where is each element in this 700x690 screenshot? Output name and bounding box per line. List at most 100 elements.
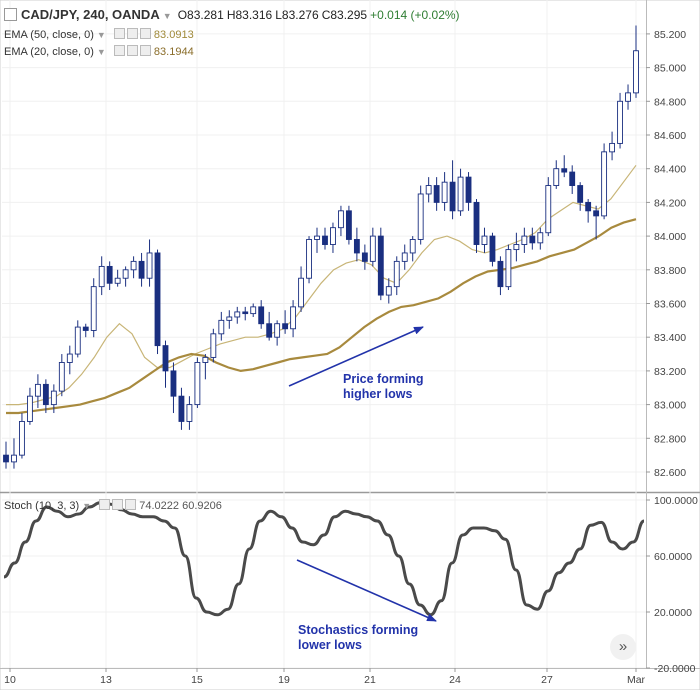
settings-icon[interactable]: [126, 45, 138, 56]
chevron-down-icon[interactable]: ▼: [162, 11, 172, 21]
candle-up: [609, 142, 615, 153]
candle-down: [322, 235, 328, 245]
ema-lines: [6, 164, 637, 415]
candle-down: [473, 201, 480, 245]
candle-up: [27, 395, 33, 422]
eye-icon[interactable]: [113, 28, 125, 39]
candle-up: [393, 260, 400, 288]
eye-icon[interactable]: [99, 499, 111, 510]
candle-up: [553, 168, 560, 186]
candle-up: [226, 316, 233, 321]
chevron-down-icon[interactable]: ▼: [82, 501, 92, 511]
price-annotation-line2: higher lows: [343, 387, 413, 401]
price-tick-label: 83.200: [654, 366, 686, 378]
symbol-label[interactable]: CAD/JPY, 240, OANDA: [21, 7, 160, 22]
close-icon[interactable]: [139, 45, 151, 56]
candle-up: [66, 353, 73, 363]
close-icon[interactable]: [139, 28, 151, 39]
price-tick-label: 82.800: [654, 433, 686, 445]
candle-up: [409, 239, 416, 254]
candle-up: [521, 235, 528, 245]
ema50-value: 83.0913: [153, 29, 194, 41]
candle-down: [266, 323, 273, 338]
price-tick-label: 85.000: [654, 63, 686, 75]
candle-up: [290, 306, 297, 330]
candle-up: [385, 286, 392, 296]
candle-down: [154, 252, 161, 347]
candle-up: [545, 185, 552, 234]
candle-down: [377, 235, 384, 296]
price-tick-label: 85.200: [654, 29, 686, 41]
stochastic-pane: [3, 501, 645, 617]
candle-down: [345, 210, 352, 240]
candle-down: [282, 323, 289, 330]
ema50-label[interactable]: EMA (50, close, 0): [4, 29, 94, 41]
candle-down: [433, 185, 440, 203]
price-annotation: Price forming higher lows: [343, 372, 424, 402]
settings-icon[interactable]: [126, 28, 138, 39]
candle-down: [465, 176, 472, 203]
candle-up: [457, 176, 464, 212]
stoch-annotation: Stochastics forming lower lows: [298, 623, 418, 653]
ohlc-close: C83.295: [321, 8, 368, 22]
settings-icon[interactable]: [112, 499, 124, 510]
candle-up: [122, 269, 129, 279]
price-tick-label: 84.200: [654, 197, 686, 209]
ohlc-change: +0.014 (+0.02%): [370, 8, 460, 22]
candle-up: [210, 333, 217, 358]
time-tick-label: 10: [4, 674, 16, 686]
price-tick-label: 83.800: [654, 265, 686, 277]
candle-up: [401, 252, 408, 262]
candle-up: [330, 227, 336, 245]
eye-icon[interactable]: [113, 45, 125, 56]
time-tick-label: 24: [449, 674, 461, 686]
chevron-down-icon[interactable]: ▼: [96, 47, 106, 57]
candle-up: [298, 277, 304, 308]
candle-up: [274, 323, 281, 338]
candle-up: [505, 249, 512, 288]
ema20-label[interactable]: EMA (20, close, 0): [4, 46, 94, 58]
price-annotation-line1: Price forming: [343, 372, 424, 386]
close-icon[interactable]: [125, 499, 137, 510]
candle-down: [138, 260, 145, 279]
price-tick-label: 84.000: [654, 231, 686, 243]
stoch-label[interactable]: Stoch (10, 3, 3): [4, 500, 80, 512]
candle-up: [98, 265, 105, 288]
candle-down: [449, 181, 456, 212]
ohlc-high: H83.316: [226, 8, 273, 22]
lower-lows-arrow: [296, 559, 437, 622]
ema20-legend: EMA (20, close, 0) ▼ 83.1944: [4, 45, 194, 58]
ema50-legend: EMA (50, close, 0) ▼ 83.0913: [4, 28, 194, 41]
candle-down: [497, 260, 504, 288]
candle-up: [58, 362, 65, 392]
symbol-legend: CAD/JPY, 240, OANDA ▼ O83.281 H83.316 L83…: [4, 7, 460, 22]
candle-down: [585, 201, 592, 212]
ema20-value: 83.1944: [153, 46, 194, 58]
time-tick-label: 27: [541, 674, 553, 686]
candle-down: [529, 235, 536, 244]
candle-down: [170, 370, 177, 397]
stoch-annotation-line1: Stochastics forming: [298, 623, 419, 637]
price-tick-label: 82.600: [654, 467, 686, 479]
candle-up: [417, 193, 424, 240]
candles[interactable]: [3, 25, 639, 469]
chevron-down-icon[interactable]: ▼: [96, 30, 106, 40]
candle-down: [106, 265, 113, 284]
stoch-legend: Stoch (10, 3, 3) ▼ 74.0222 60.9206: [4, 499, 222, 512]
stoch-tick-label: 60.0000: [654, 551, 692, 563]
legend-toggle-icon[interactable]: [4, 8, 17, 21]
candle-down: [353, 239, 360, 254]
candle-up: [513, 244, 520, 251]
price-tick-label: 83.000: [654, 400, 686, 412]
candle-up: [218, 319, 225, 335]
stoch-k-value: 74.0222: [139, 500, 180, 512]
candle-up: [114, 277, 121, 284]
candle-up: [202, 356, 209, 363]
candle-up: [50, 390, 57, 406]
time-tick-label: Mar: [627, 674, 646, 686]
candle-up: [338, 210, 344, 229]
candle-down: [489, 235, 496, 262]
scroll-to-realtime-button[interactable]: »: [610, 634, 636, 660]
